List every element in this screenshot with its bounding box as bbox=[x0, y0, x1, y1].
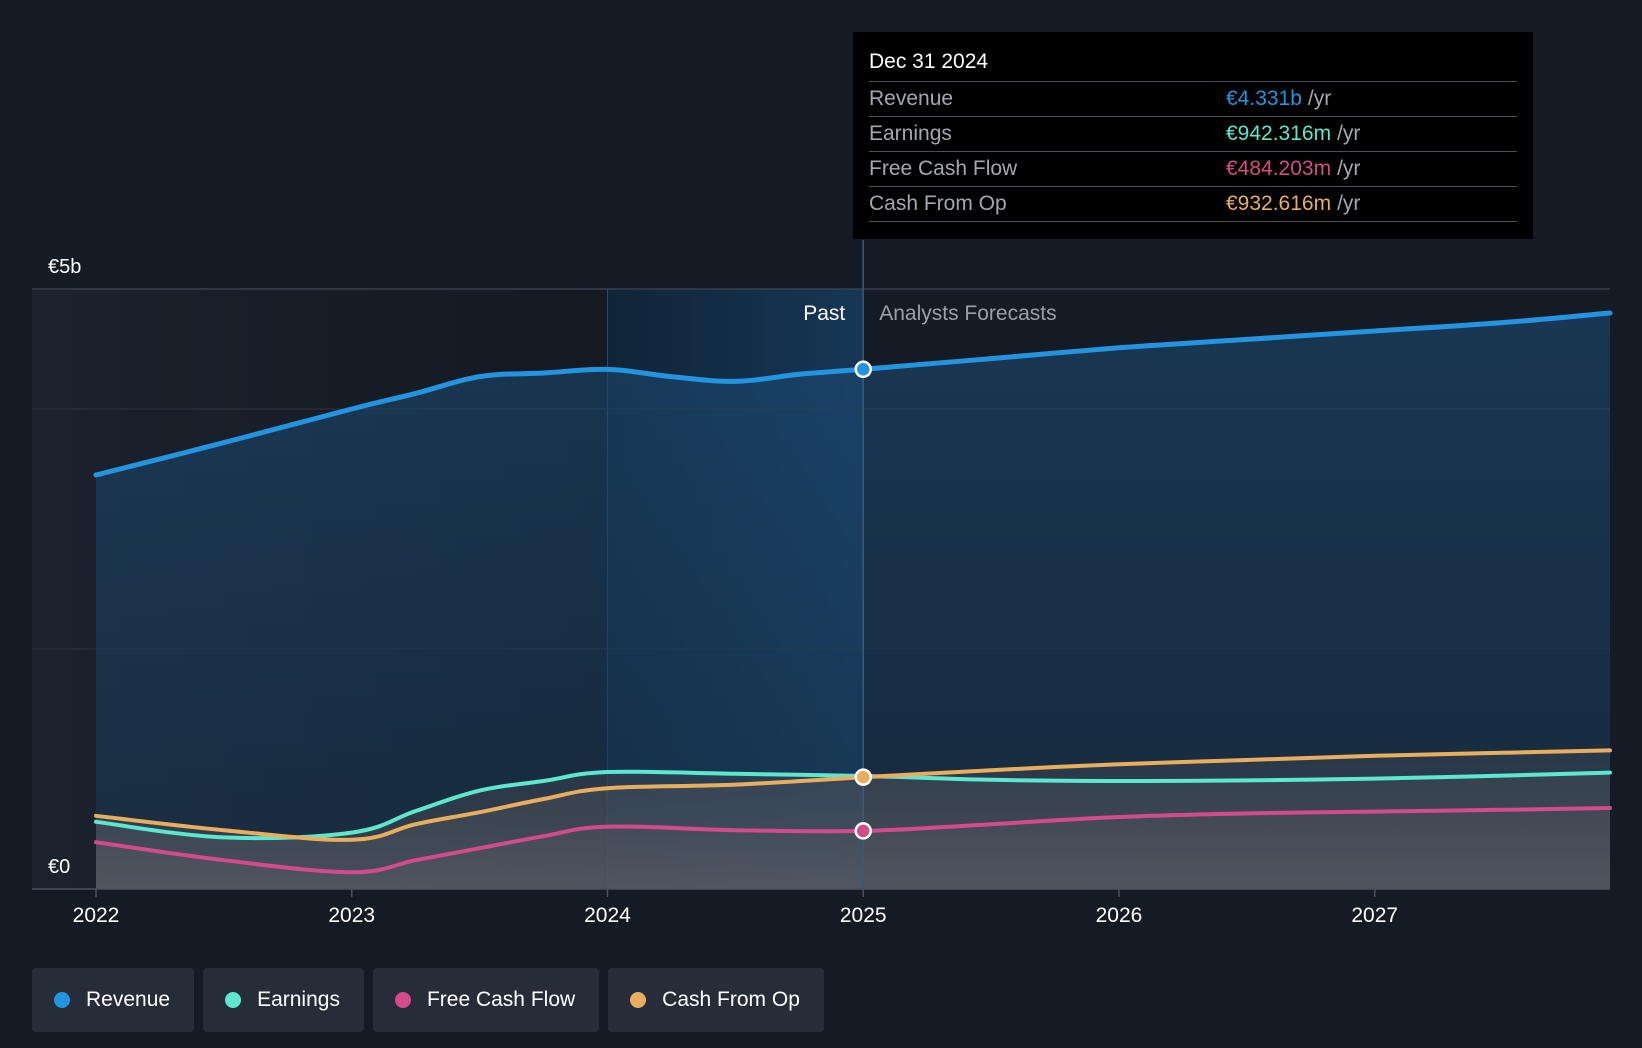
cash-from-op-marker bbox=[854, 768, 872, 786]
legend-item-revenue[interactable]: Revenue bbox=[32, 968, 195, 1032]
legend: Revenue Earnings Free Cash Flow Cash Fro… bbox=[32, 968, 824, 1032]
legend-item-cash-from-op[interactable]: Cash From Op bbox=[608, 968, 824, 1032]
legend-label: Free Cash Flow bbox=[426, 988, 576, 1011]
revenue-area bbox=[96, 313, 1610, 889]
forecast-label: Analysts Forecasts bbox=[879, 302, 1056, 325]
tooltip-row-earnings: Earnings €942.316m /yr bbox=[869, 117, 1517, 152]
tooltip-row-revenue: Revenue €4.331b /yr bbox=[869, 82, 1517, 117]
x-tick-label: 2024 bbox=[584, 904, 631, 927]
x-tick-label: 2023 bbox=[328, 904, 375, 927]
x-tick-label: 2027 bbox=[1351, 904, 1398, 927]
tooltip-label: Cash From Op bbox=[869, 192, 1007, 215]
tooltip-row-free-cash-flow: Free Cash Flow €484.203m /yr bbox=[869, 152, 1517, 187]
revenue-marker bbox=[854, 360, 872, 379]
y-tick-label: €0 bbox=[48, 856, 70, 878]
free-cash-flow-area bbox=[96, 808, 1610, 889]
tooltip-value: €932.616m bbox=[1226, 192, 1332, 215]
tooltip-label: Free Cash Flow bbox=[869, 157, 1018, 180]
legend-item-earnings[interactable]: Earnings bbox=[203, 968, 364, 1032]
legend-dot-icon bbox=[225, 992, 242, 1008]
tooltip-value: €4.331b bbox=[1226, 87, 1302, 110]
tooltip: Dec 31 2024 Revenue €4.331b /yr Earnings… bbox=[853, 32, 1533, 239]
legend-dot-icon bbox=[54, 992, 70, 1008]
free-cash-flow-line bbox=[94, 806, 1612, 875]
legend-item-free-cash-flow[interactable]: Free Cash Flow bbox=[372, 968, 600, 1032]
tooltip-date: Dec 31 2024 bbox=[869, 46, 1517, 82]
tooltip-value: €484.203m bbox=[1226, 157, 1332, 180]
tooltip-unit: /yr bbox=[1307, 87, 1332, 110]
tooltip-label: Earnings bbox=[869, 122, 952, 145]
legend-label: Cash From Op bbox=[662, 988, 800, 1011]
x-tick-label: 2022 bbox=[73, 904, 120, 927]
revenue-line bbox=[93, 310, 1613, 478]
legend-label: Earnings bbox=[257, 988, 340, 1011]
tooltip-row-cash-from-op: Cash From Op €932.616m /yr bbox=[869, 187, 1517, 222]
x-tick-label: 2025 bbox=[840, 904, 887, 927]
tooltip-unit: /yr bbox=[1337, 157, 1361, 180]
legend-label: Revenue bbox=[86, 988, 171, 1011]
x-tick-label: 2026 bbox=[1096, 904, 1143, 927]
y-tick-label: €5b bbox=[48, 256, 81, 278]
earnings-line bbox=[94, 769, 1612, 841]
cash-from-op-line bbox=[94, 748, 1612, 842]
tooltip-unit: /yr bbox=[1337, 192, 1361, 215]
legend-dot-icon bbox=[394, 992, 411, 1008]
tooltip-value: €942.316m bbox=[1226, 122, 1332, 145]
tooltip-unit: /yr bbox=[1337, 122, 1361, 145]
tooltip-label: Revenue bbox=[869, 87, 954, 110]
free-cash-flow-marker bbox=[854, 822, 872, 840]
legend-dot-icon bbox=[630, 992, 647, 1008]
past-label: Past bbox=[803, 302, 845, 325]
